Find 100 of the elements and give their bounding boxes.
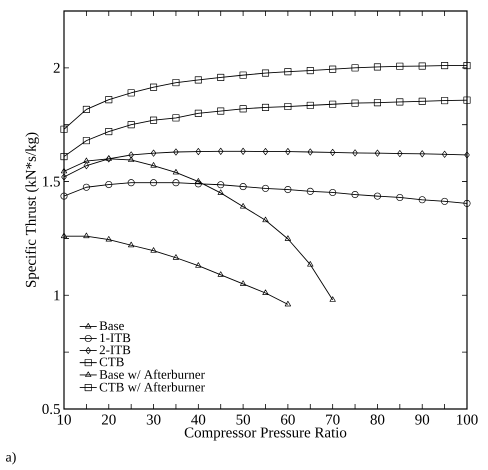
point xyxy=(330,148,336,156)
point xyxy=(262,104,270,111)
point xyxy=(285,148,291,156)
point xyxy=(330,296,336,302)
point xyxy=(240,105,247,112)
point xyxy=(396,62,404,70)
point xyxy=(240,203,246,209)
point xyxy=(284,68,292,76)
point xyxy=(194,110,202,117)
legend-label: 1-ITB xyxy=(100,334,130,342)
x-tick-label: 30 xyxy=(146,414,160,425)
point xyxy=(441,198,448,205)
point xyxy=(172,254,180,260)
point xyxy=(83,232,90,238)
point xyxy=(262,70,270,77)
point xyxy=(463,200,471,207)
point xyxy=(128,151,134,158)
legend-label: 2-ITB xyxy=(100,346,130,354)
point xyxy=(306,67,314,74)
point xyxy=(217,108,224,115)
point xyxy=(284,102,292,110)
point xyxy=(150,150,156,157)
point xyxy=(396,98,404,106)
x-tick-label: 40 xyxy=(191,414,206,425)
point xyxy=(418,98,426,105)
point xyxy=(173,148,179,156)
point xyxy=(195,262,202,268)
y-axis-title: Specific Thrust (kN*s/kg) xyxy=(25,132,39,288)
x-axis-title: Compressor Pressure Ratio xyxy=(184,427,346,441)
point xyxy=(262,148,268,156)
point xyxy=(374,99,381,106)
point xyxy=(419,150,425,158)
point xyxy=(128,121,135,128)
point xyxy=(306,188,314,195)
text: a) xyxy=(6,452,16,464)
point xyxy=(172,168,180,174)
point xyxy=(352,149,358,156)
point xyxy=(240,183,247,190)
y-tick-label: 0.5 xyxy=(42,404,60,414)
point xyxy=(60,232,68,238)
point xyxy=(128,156,134,162)
point xyxy=(240,72,247,79)
point xyxy=(397,150,403,158)
point xyxy=(374,192,381,200)
point xyxy=(217,181,224,188)
point xyxy=(84,162,90,170)
point xyxy=(464,151,470,158)
x-tick-label: 50 xyxy=(236,414,250,425)
point xyxy=(106,236,112,242)
point xyxy=(172,114,180,122)
point xyxy=(262,216,269,222)
point xyxy=(308,148,314,156)
point xyxy=(284,300,291,306)
point xyxy=(329,188,336,196)
legend-label: Base w/ Afterburner xyxy=(100,370,205,379)
point xyxy=(284,235,291,241)
point xyxy=(240,148,246,155)
point xyxy=(105,180,112,188)
point xyxy=(240,280,246,286)
point xyxy=(150,179,158,186)
point xyxy=(150,247,157,253)
point xyxy=(441,97,448,104)
point xyxy=(60,192,68,200)
point xyxy=(374,63,381,70)
point xyxy=(60,168,68,174)
x-tick-label: 70 xyxy=(326,414,340,425)
point xyxy=(396,194,404,202)
point xyxy=(262,289,269,295)
point xyxy=(284,186,292,194)
point xyxy=(82,106,90,114)
point xyxy=(463,96,471,104)
point xyxy=(82,184,90,191)
point xyxy=(329,100,336,108)
point xyxy=(195,178,202,184)
point xyxy=(172,79,180,86)
y-tick-label: 2 xyxy=(54,62,60,73)
point xyxy=(352,100,359,107)
x-tick-label: 10 xyxy=(58,414,71,425)
point xyxy=(194,76,202,84)
point xyxy=(150,162,157,168)
x-tick-label: 20 xyxy=(102,414,116,425)
x-tick-label: 80 xyxy=(370,414,384,425)
point xyxy=(329,66,336,73)
point xyxy=(352,190,359,198)
point xyxy=(218,271,224,277)
point xyxy=(172,179,180,186)
legend-label: Base xyxy=(100,322,124,330)
point xyxy=(82,137,90,144)
point xyxy=(60,126,68,133)
point xyxy=(418,62,426,70)
y-tick-label: 1 xyxy=(54,290,60,300)
point xyxy=(418,196,426,204)
legend-label: CTB xyxy=(100,358,124,366)
x-tick-label: 60 xyxy=(281,414,295,425)
y-tick-label: 1.5 xyxy=(43,176,60,187)
x-tick-label: 90 xyxy=(415,414,430,425)
point xyxy=(352,64,359,72)
legend-label: CTB w/ Afterburner xyxy=(100,382,205,392)
point xyxy=(217,74,224,81)
point xyxy=(196,148,202,156)
